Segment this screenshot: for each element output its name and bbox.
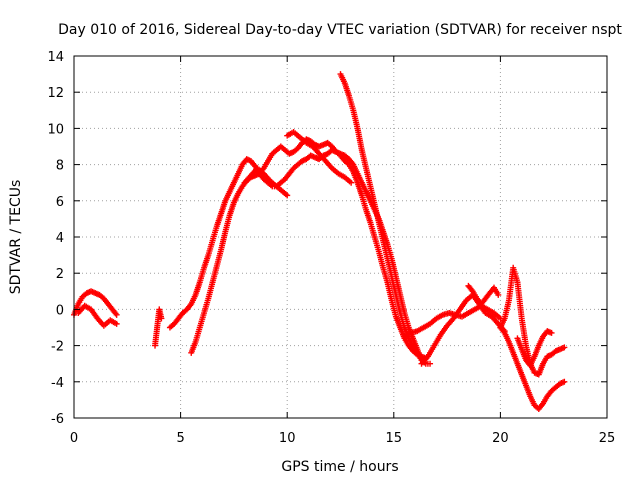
data-point [348, 179, 355, 186]
y-tick-label: 6 [56, 195, 64, 210]
x-axis-label: GPS time / hours [281, 459, 398, 475]
data-point [113, 320, 120, 327]
series-arc-6 [241, 165, 291, 199]
data-point [561, 344, 568, 351]
series-arc-13 [497, 324, 568, 412]
x-tick-label: 20 [492, 431, 509, 446]
ticks: 0 5 10 15 20 25 -6 -4 -2 0 2 4 6 8 10 12 14 [47, 50, 615, 446]
y-tick-label: 0 [56, 303, 64, 318]
data-point [427, 360, 434, 367]
series-arc-7 [284, 129, 355, 186]
y-tick-label: 10 [47, 122, 64, 137]
y-tick-label: -6 [51, 412, 64, 427]
data-point [113, 311, 120, 318]
x-tick-label: 25 [599, 431, 616, 446]
x-tick-label: 5 [176, 431, 184, 446]
series-arc-2 [75, 302, 120, 329]
x-tick-label: 0 [70, 431, 78, 446]
y-tick-label: -4 [51, 376, 64, 391]
data-point [158, 315, 165, 322]
y-tick-label: 4 [56, 231, 64, 246]
series-arc-10 [418, 291, 508, 367]
chart-title: Day 010 of 2016, Sidereal Day-to-day VTE… [58, 22, 622, 38]
y-axis-label: SDTVAR / TECUs [8, 180, 24, 295]
series-arc-8 [337, 71, 434, 367]
y-tick-label: -2 [51, 340, 64, 355]
series-arc-12 [497, 264, 568, 378]
data-points [71, 71, 568, 412]
series-arc-11 [465, 282, 502, 307]
y-tick-label: 2 [56, 267, 64, 282]
series-arc-3 [152, 306, 165, 349]
y-tick-label: 8 [56, 159, 64, 174]
x-tick-label: 15 [386, 431, 403, 446]
series-arc-14 [514, 328, 555, 369]
data-point [284, 192, 291, 199]
y-tick-label: 14 [47, 50, 64, 65]
data-point [548, 329, 555, 336]
y-tick-label: 12 [47, 86, 64, 101]
data-point [561, 378, 568, 385]
data-point [495, 291, 502, 298]
x-tick-label: 10 [279, 431, 296, 446]
